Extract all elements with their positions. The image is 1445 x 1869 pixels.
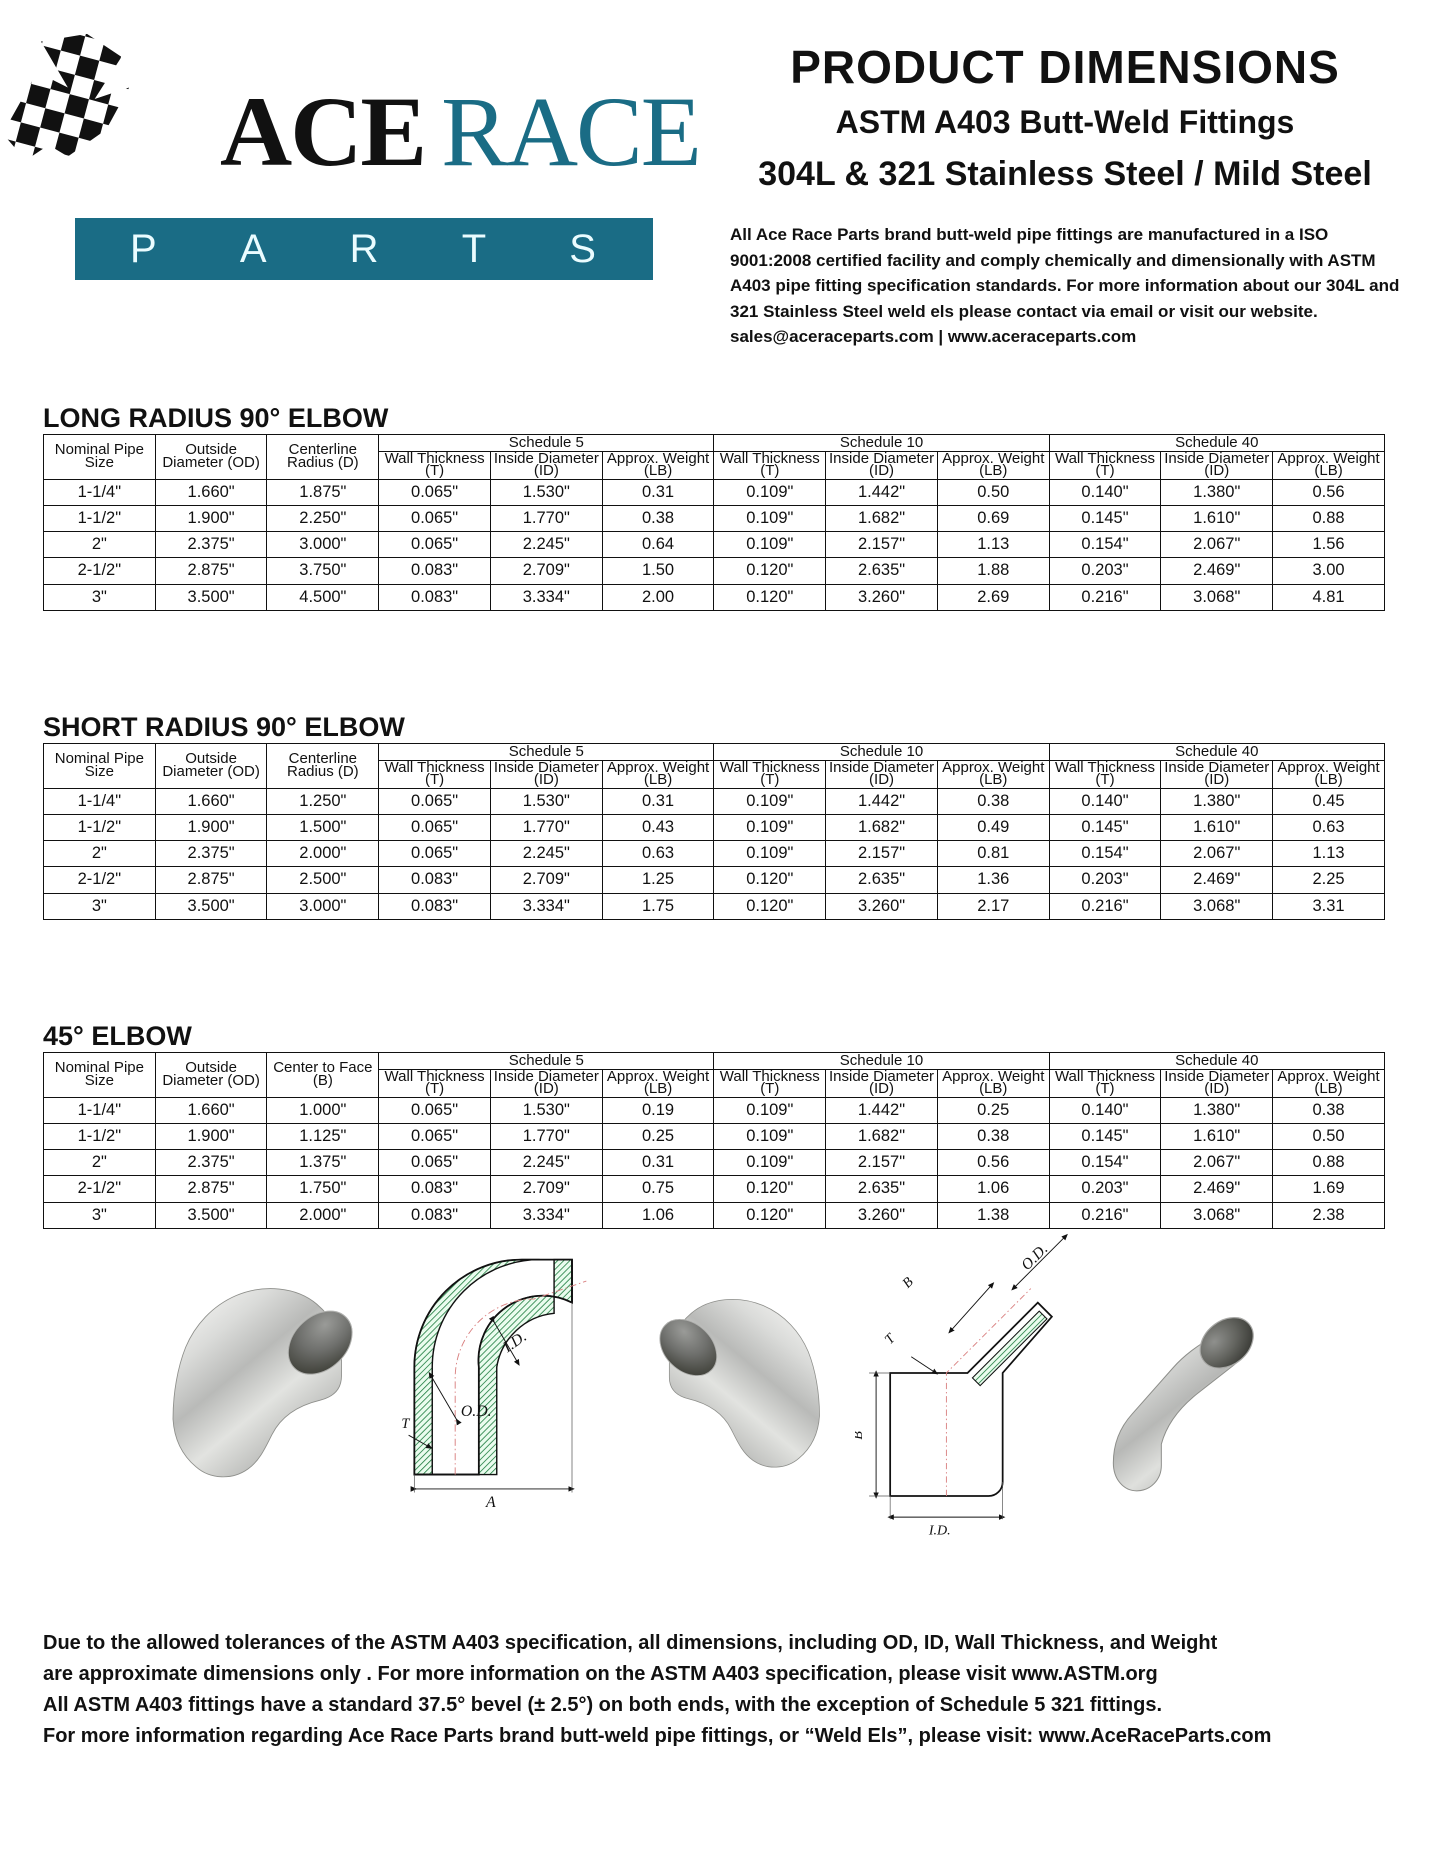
svg-text:T: T — [882, 1330, 900, 1348]
svg-text:B: B — [899, 1274, 917, 1292]
svg-text:A: A — [485, 1494, 496, 1511]
svg-text:I.D.: I.D. — [928, 1523, 951, 1539]
svg-text:O.D.: O.D. — [461, 1403, 492, 1420]
svg-text:T: T — [401, 1416, 410, 1432]
svg-text:B: B — [855, 1431, 866, 1440]
svg-text:O.D.: O.D. — [1018, 1241, 1051, 1274]
